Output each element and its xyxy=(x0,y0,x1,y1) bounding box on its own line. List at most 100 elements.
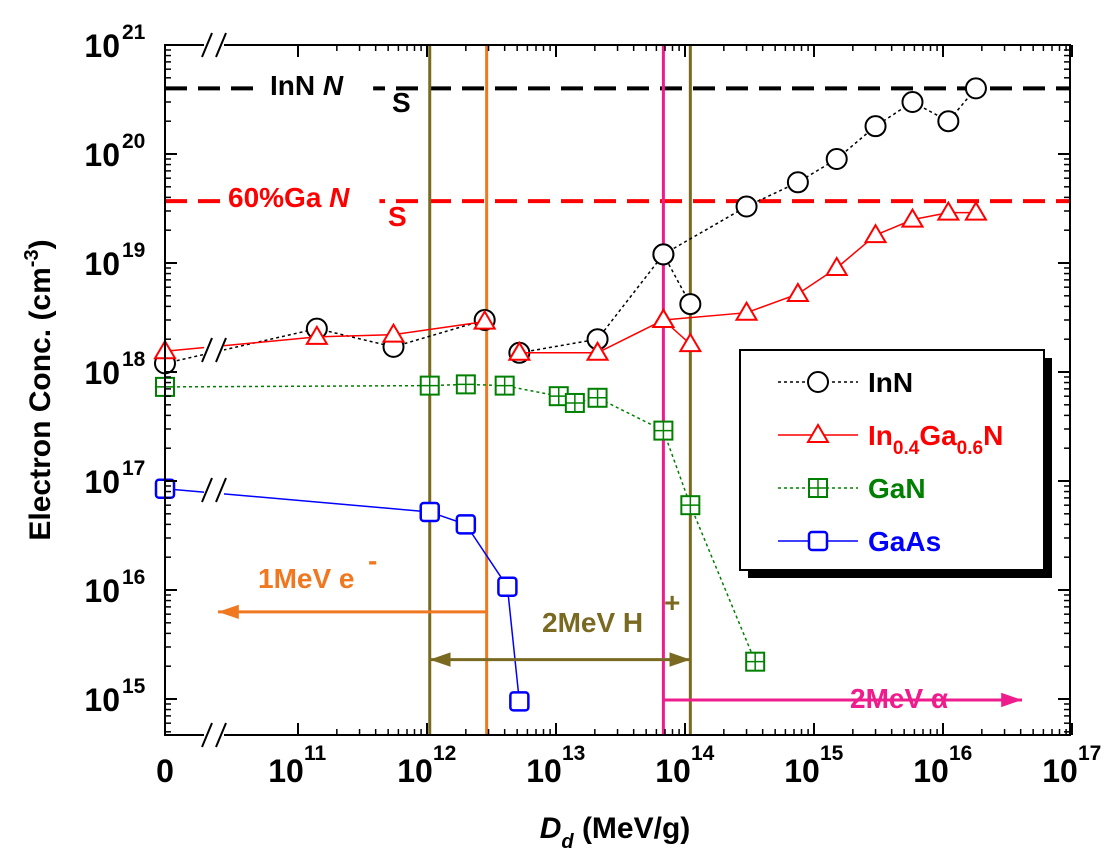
data-point-1-2-7 xyxy=(964,200,988,221)
range-label-sup-0: - xyxy=(368,545,377,576)
data-point-2-0-8 xyxy=(680,495,701,516)
hline-label-sub-0: S xyxy=(392,87,411,118)
legend-marker-0 xyxy=(807,371,829,393)
annotations: InN N S 60%Ga N S 1MeV e- 2MeV H +2MeV α xyxy=(218,65,1022,714)
data-point-0-2-7 xyxy=(964,77,987,100)
series-line-1-0 xyxy=(164,320,485,353)
data-point-0-2-2 xyxy=(786,171,809,194)
series-line-0-1 xyxy=(519,253,691,354)
data-point-3-0-1 xyxy=(419,501,440,523)
x-tick-exp-6: 16 xyxy=(949,742,972,765)
data-point-1-0-1 xyxy=(305,324,329,345)
axis-break-top xyxy=(201,32,227,58)
data-point-3-0-4 xyxy=(509,691,530,712)
y-tick-label-4: 10 xyxy=(84,246,120,282)
data-point-1-0-3 xyxy=(472,309,497,330)
data-point-0-2-3 xyxy=(825,147,848,170)
arrow-head-right-2 xyxy=(1001,692,1022,708)
legend-box xyxy=(739,349,1045,571)
data-point-0-2-1 xyxy=(735,195,758,218)
data-point-1-2-3 xyxy=(824,256,849,276)
range-label-2: 2MeV α xyxy=(850,683,948,714)
x-tick-label-4: 10 xyxy=(655,753,691,789)
axis-break-bottom xyxy=(201,722,227,748)
series-in0-4ga0-6n xyxy=(153,200,988,361)
y-tick-exp-1: 16 xyxy=(122,566,145,589)
data-point-1-0-2 xyxy=(381,322,406,343)
data-point-0-2-5 xyxy=(901,90,924,113)
legend-marker-1 xyxy=(806,423,830,443)
x-tick-label-2: 10 xyxy=(397,753,433,789)
legend-entry-0: InN xyxy=(778,367,913,398)
series-line-0-0 xyxy=(164,319,485,365)
series-line-1-2 xyxy=(663,211,976,321)
x-tick-exp-5: 15 xyxy=(820,742,844,765)
range-arrow-0 xyxy=(218,604,487,620)
data-point-2-0-7 xyxy=(653,420,674,441)
legend-entry-3: GaAs xyxy=(778,526,941,557)
axis-break-innn xyxy=(201,337,227,363)
series-line-0-2 xyxy=(663,87,977,256)
y-axis-title: Electron Conc. (cm-3) xyxy=(21,239,57,540)
data-point-2-0-5 xyxy=(564,392,585,413)
range-label-0: 1MeV e xyxy=(258,563,355,594)
data-point-1-1-0 xyxy=(507,340,532,361)
data-point-1-1-3 xyxy=(678,332,703,353)
data-point-1-2-0 xyxy=(651,308,676,328)
range-label-1: 2MeV H xyxy=(542,607,643,638)
hline-label-bg-0 xyxy=(262,65,374,107)
y-tick-exp-0: 15 xyxy=(122,675,146,698)
y-tick-exp-5: 20 xyxy=(122,130,145,153)
series-inn xyxy=(154,77,987,375)
legend-marker-2 xyxy=(808,478,828,498)
y-tick-label-6: 10 xyxy=(84,28,120,64)
range-arrow-2 xyxy=(663,692,1022,708)
x-tick-exp-4: 14 xyxy=(691,742,715,765)
y-tick-label-0: 10 xyxy=(84,682,120,718)
y-tick-label-5: 10 xyxy=(84,137,120,173)
hline-label-1: 60%Ga N xyxy=(228,182,350,213)
data-point-2-0-9 xyxy=(745,651,766,672)
data-point-1-2-1 xyxy=(734,300,759,321)
range-arrow-1 xyxy=(429,652,691,667)
series-line-1-1 xyxy=(519,319,691,354)
y-tick-label-3: 10 xyxy=(84,355,120,391)
legend-label-1: In0.4Ga0.6N xyxy=(868,420,1003,459)
arrow-head-right-1 xyxy=(669,652,691,667)
legend-entry-2: GaN xyxy=(778,473,926,504)
x-tick-label-5: 10 xyxy=(784,753,820,789)
data-point-0-2-4 xyxy=(864,115,887,138)
data-point-3-0-3 xyxy=(497,576,518,598)
hline-label-bg-1 xyxy=(220,177,380,219)
legend-label-3: GaAs xyxy=(868,526,941,557)
data-point-0-2-6 xyxy=(937,110,960,133)
x-tick-label-6: 10 xyxy=(913,753,949,789)
hline-label-0: InN N xyxy=(270,70,344,101)
axis-break-gaas xyxy=(201,477,227,503)
arrow-head-left-1 xyxy=(429,652,451,667)
data-point-1-2-2 xyxy=(786,281,810,302)
y-tick-exp-3: 18 xyxy=(122,348,146,371)
y-tick-exp-6: 21 xyxy=(122,21,146,44)
legend: InN In0.4Ga0.6N GaN GaAs xyxy=(739,349,1052,578)
y-tick-label-2: 10 xyxy=(84,464,120,500)
data-point-3-0-2 xyxy=(455,514,477,535)
data-point-2-0-1 xyxy=(419,375,440,396)
x-tick-label-7: 10 xyxy=(1042,753,1078,789)
series-gan xyxy=(155,374,766,672)
data-point-1-1-1 xyxy=(585,340,610,361)
y-tick-exp-2: 17 xyxy=(122,457,145,480)
data-point-0-1-3 xyxy=(679,293,702,316)
data-point-2-0-2 xyxy=(455,374,476,395)
data-point-1-2-5 xyxy=(900,207,925,228)
legend-label-2: GaN xyxy=(868,473,926,504)
legend-label-0: InN xyxy=(868,367,913,398)
x-tick-label-3: 10 xyxy=(526,753,562,789)
x-tick-exp-3: 13 xyxy=(562,742,585,765)
x-tick-label-1: 10 xyxy=(268,753,304,789)
data-point-1-2-6 xyxy=(936,200,961,221)
hline-label-sub-1: S xyxy=(388,201,407,232)
data-point-2-0-6 xyxy=(587,387,608,408)
data-point-1-2-4 xyxy=(863,223,888,244)
